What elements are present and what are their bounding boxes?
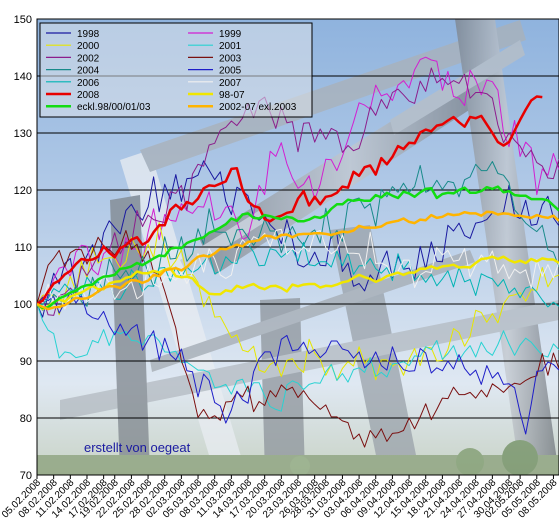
legend-label: 2005 bbox=[219, 66, 242, 77]
y-tick-label: 150 bbox=[14, 14, 32, 26]
y-tick-label: 90 bbox=[20, 356, 32, 368]
series-line-98-07 bbox=[37, 255, 559, 311]
series-line-2006 bbox=[37, 241, 559, 308]
y-tick-label: 70 bbox=[20, 470, 32, 482]
series-line-eckl-98-00-01-03 bbox=[37, 185, 559, 310]
legend-label: 2002 bbox=[77, 53, 100, 64]
annotation-text: erstellt von oegeat bbox=[84, 440, 191, 455]
y-tick-label: 140 bbox=[14, 71, 32, 83]
legend: 1998 1999 2000 2001 2002 2003 2004 2005 2006 2007… bbox=[39, 22, 313, 118]
y-tick-label: 80 bbox=[20, 413, 32, 425]
legend-label: 2004 bbox=[77, 66, 100, 77]
series-line-2008 bbox=[37, 95, 543, 306]
series-line-2007 bbox=[37, 228, 559, 310]
legend-label: 1999 bbox=[219, 29, 242, 40]
y-tick-label: 110 bbox=[14, 242, 32, 254]
legend-box bbox=[39, 22, 313, 118]
legend-label: 2006 bbox=[77, 78, 100, 89]
legend-label: 2000 bbox=[77, 41, 100, 52]
legend-label: 2003 bbox=[219, 53, 242, 64]
legend-label: eckl.98/00/01/03 bbox=[77, 102, 151, 113]
series-line-2003 bbox=[37, 230, 559, 448]
y-tick-label: 130 bbox=[14, 128, 32, 140]
series-group bbox=[37, 56, 559, 448]
legend-label: 1998 bbox=[77, 29, 100, 40]
series-line-2000 bbox=[37, 222, 559, 381]
legend-label: 2007 bbox=[219, 78, 242, 89]
y-tick-label: 120 bbox=[14, 185, 32, 197]
y-tick-label: 100 bbox=[14, 299, 32, 311]
x-axis-ticks: 05.02.200808.02.200811.02.200814.02.2008… bbox=[0, 475, 559, 521]
y-axis-ticks: 70 80 90 100 110 120 130 140 150 bbox=[14, 14, 32, 482]
legend-label: 2002-07 exl.2003 bbox=[219, 102, 297, 113]
series-line-2002-07-exl-2003 bbox=[37, 210, 559, 311]
legend-label: 2008 bbox=[77, 90, 100, 101]
series-line-2004 bbox=[37, 161, 559, 311]
series-line-1998 bbox=[37, 160, 559, 318]
legend-label: 2001 bbox=[219, 41, 242, 52]
legend-label: 98-07 bbox=[219, 90, 245, 101]
series-line-2005 bbox=[37, 292, 559, 435]
